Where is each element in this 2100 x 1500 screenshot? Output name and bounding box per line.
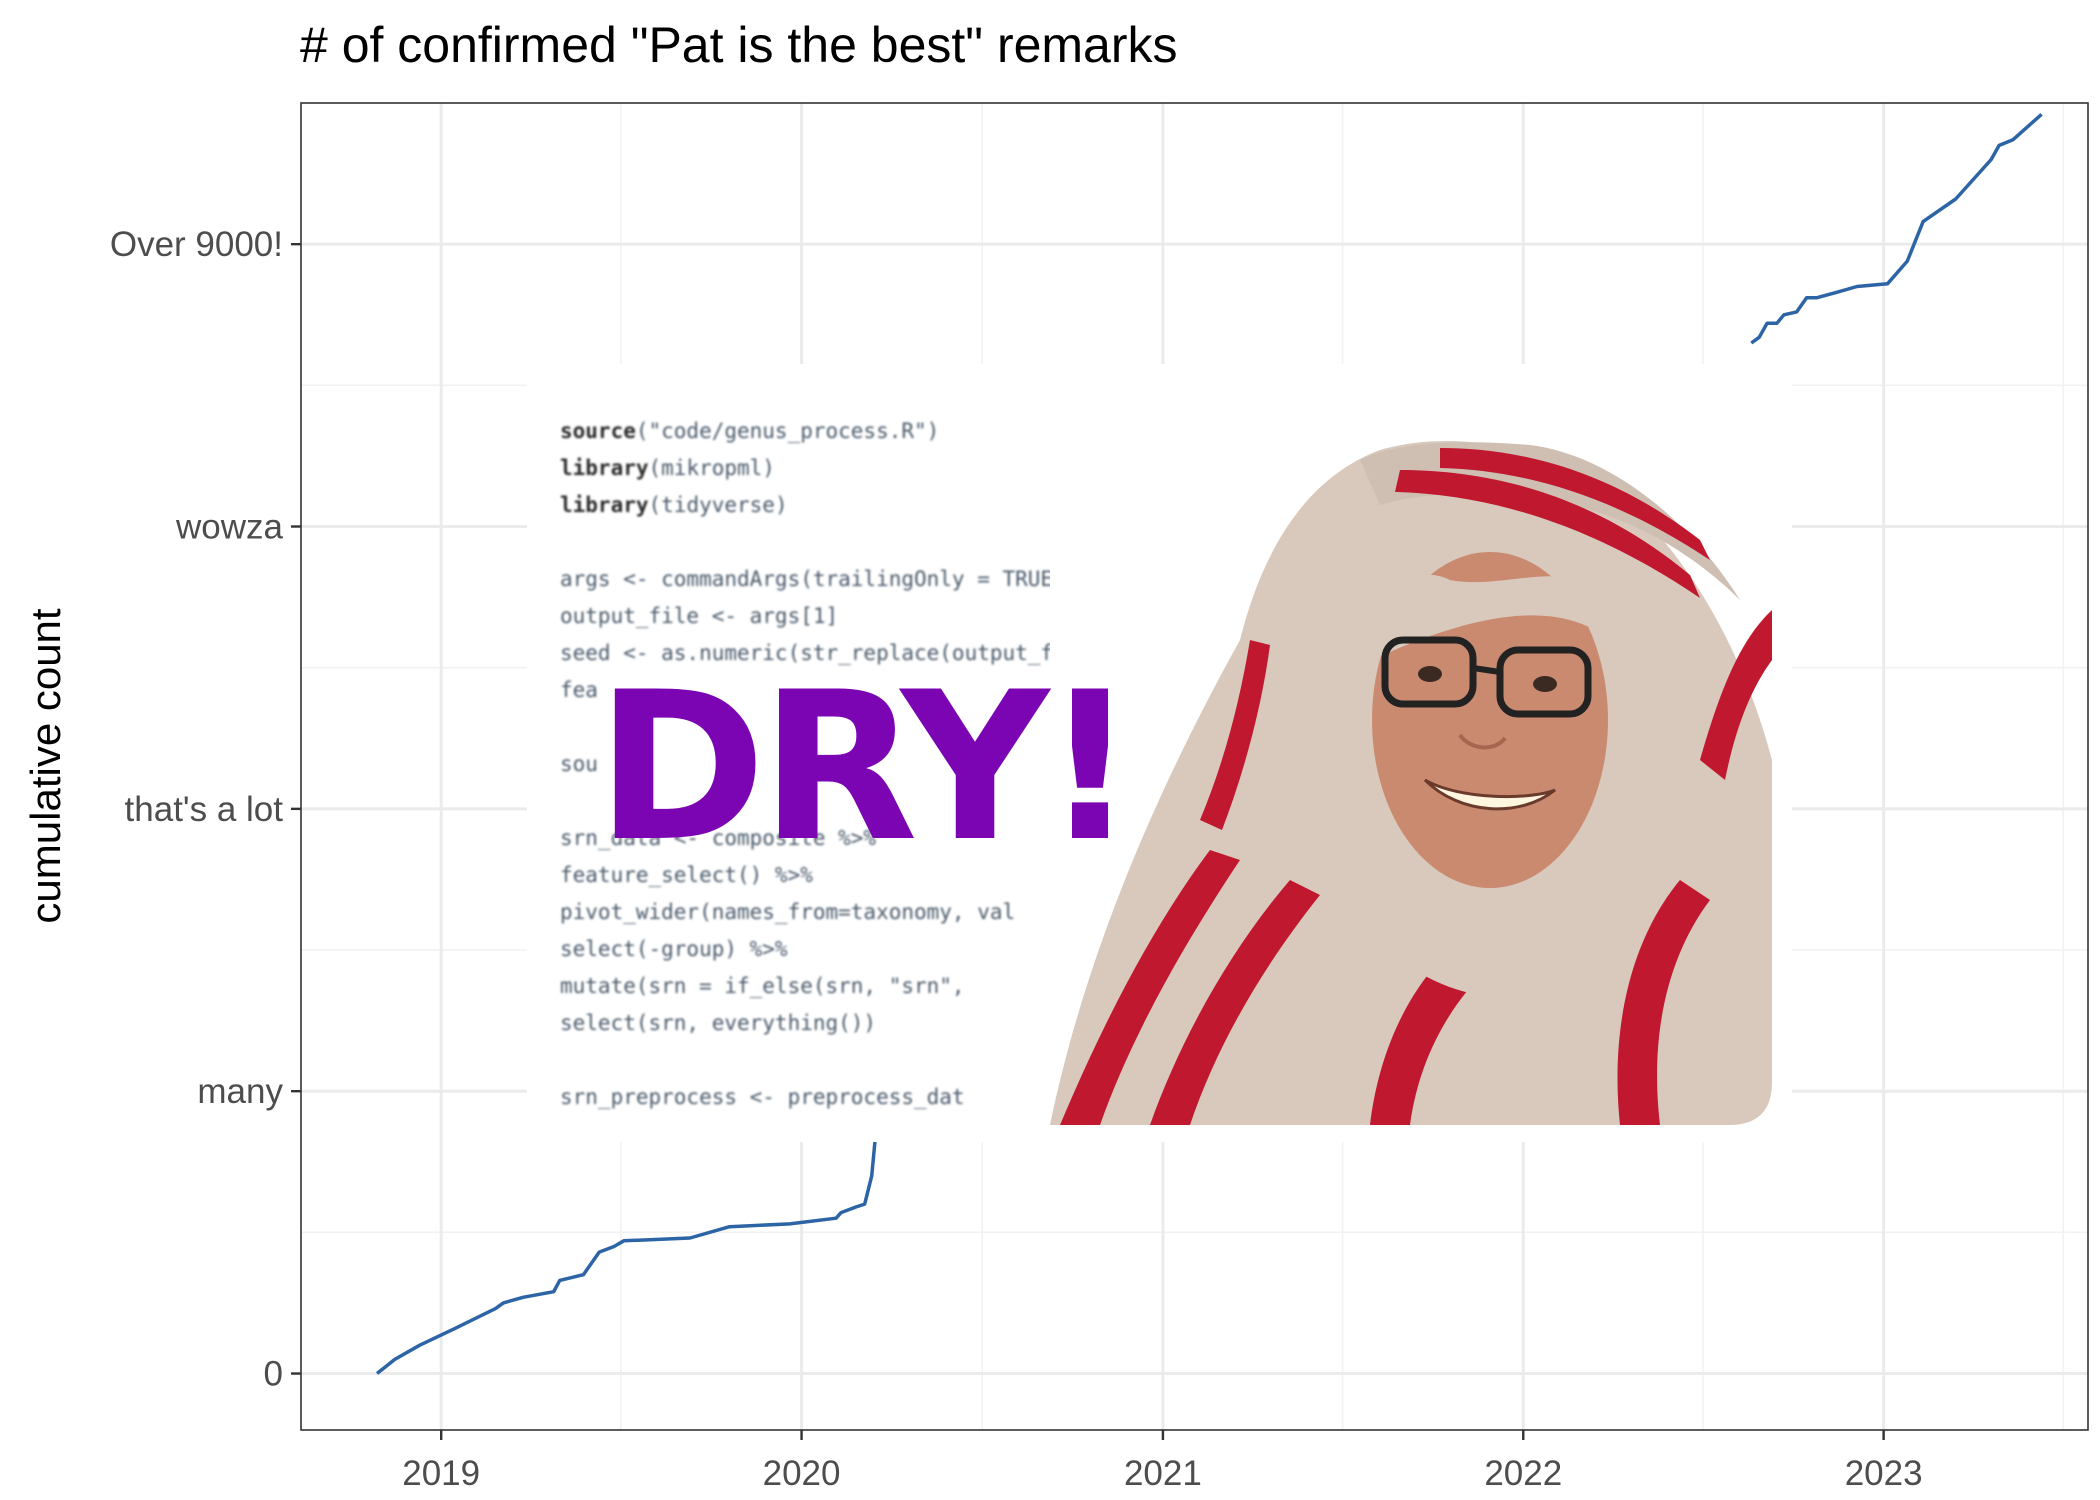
code-line: output_file <- args[1] (560, 604, 838, 628)
dry-meme-inset: source("code/genus_process.R") library(mi… (527, 364, 1792, 1142)
code-line: select(-group) %>% (560, 937, 788, 961)
chart-title: # of confirmed "Pat is the best" remarks (300, 17, 1178, 73)
x-tick-label: 2020 (763, 1454, 841, 1493)
towel-photo (1050, 380, 1772, 1125)
code-line: args <- commandArgs(trailingOnly = TRUE) (560, 567, 1066, 591)
x-tick-label: 2023 (1845, 1454, 1923, 1493)
y-tick-label: 0 (264, 1355, 283, 1394)
cumulative-count-line (375, 1113, 880, 1375)
code-line: pivot_wider(names_from=taxonomy, val (560, 900, 1015, 924)
code-line: srn_preprocess <- preprocess_dat (560, 1085, 965, 1109)
y-tick-label: that's a lot (125, 790, 284, 829)
code-line: srn_data <- composite %>% (560, 826, 876, 850)
code-line: fea (560, 678, 598, 702)
y-tick-label: many (197, 1072, 283, 1111)
cumulative-count-line (1750, 112, 2043, 345)
code-line: sou (560, 752, 598, 776)
plot-panel-border (300, 102, 2089, 1431)
x-tick-label: 2019 (402, 1454, 480, 1493)
code-line: library(tidyverse) (560, 493, 788, 517)
code-line: mutate(srn = if_else(srn, "srn", (560, 974, 965, 998)
x-axis: 2019 2020 2021 2022 2023 (402, 1430, 1923, 1493)
y-tick-label: Over 9000! (110, 225, 283, 264)
code-line: select(srn, everything()) (560, 1011, 876, 1035)
glasses-icon (1381, 636, 1477, 708)
x-tick-label: 2021 (1124, 1454, 1202, 1493)
series-lines (375, 112, 2043, 1375)
code-line: library(mikropml) (560, 456, 775, 480)
y-axis-title: cumulative count (22, 608, 69, 923)
x-tick-label: 2022 (1484, 1454, 1562, 1493)
y-axis: 0 many that's a lot wowza Over 9000! (110, 225, 301, 1394)
code-line: source("code/genus_process.R") (560, 419, 939, 443)
dry-headline: DRY! (596, 649, 1131, 887)
face (1372, 552, 1608, 888)
y-tick-label: wowza (175, 508, 284, 547)
code-line: feature_select() %>% (560, 863, 813, 887)
